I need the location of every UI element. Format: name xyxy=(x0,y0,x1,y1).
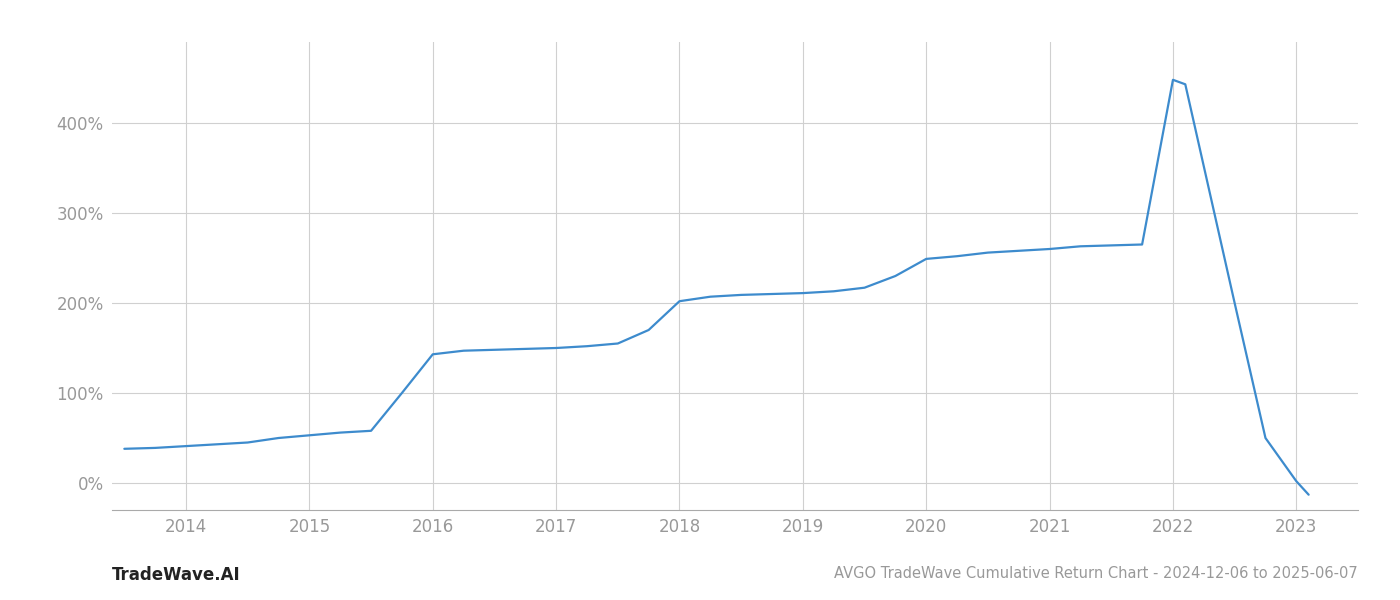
Text: AVGO TradeWave Cumulative Return Chart - 2024-12-06 to 2025-06-07: AVGO TradeWave Cumulative Return Chart -… xyxy=(834,566,1358,581)
Text: TradeWave.AI: TradeWave.AI xyxy=(112,566,241,584)
